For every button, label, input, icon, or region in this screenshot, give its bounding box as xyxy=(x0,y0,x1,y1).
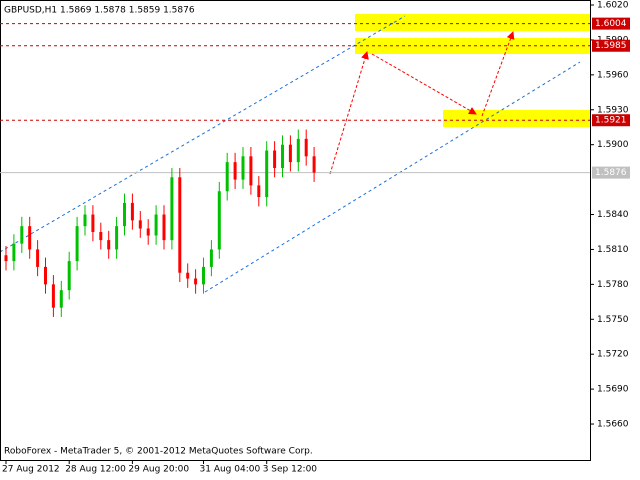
level-label-box xyxy=(592,114,630,127)
level-label: 1.5921 xyxy=(595,116,627,126)
forecast-arrow xyxy=(371,53,477,115)
candle-body xyxy=(51,284,55,308)
candle-body xyxy=(225,162,229,192)
candle-body xyxy=(4,255,8,262)
candle-body xyxy=(44,266,47,285)
y-tick-label: 1.6020 xyxy=(597,1,629,11)
y-tick-label: 1.5930 xyxy=(597,105,629,115)
level-label: 1.5985 xyxy=(595,41,627,51)
candle-body xyxy=(304,138,308,157)
candle-body xyxy=(202,266,205,285)
x-tick-label: 29 Aug 20:00 xyxy=(128,465,189,475)
candle-body xyxy=(59,290,63,308)
candle-body xyxy=(281,144,284,168)
footer: RoboForex - MetaTrader 5, © 2001-2012 Me… xyxy=(4,447,313,457)
y-tick-label: 1.5750 xyxy=(597,315,629,325)
candle-body xyxy=(115,226,119,250)
y-tick-label: 1.5900 xyxy=(597,140,629,150)
level-label-box xyxy=(592,39,630,52)
candle-body xyxy=(194,278,198,285)
y-tick-label: 1.5780 xyxy=(597,280,629,290)
current-price-label: 1.5876 xyxy=(595,168,627,178)
forecast-arrow xyxy=(329,51,369,175)
candle-body xyxy=(265,150,269,198)
candle-body xyxy=(75,226,79,262)
plot-frame xyxy=(0,0,591,461)
candle-body xyxy=(138,220,142,229)
y-tick-label: 1.5840 xyxy=(597,210,629,220)
candle-body xyxy=(162,214,166,241)
candle-body xyxy=(241,156,245,180)
x-tick-label: 31 Aug 04:00 xyxy=(200,465,261,475)
candle-body xyxy=(146,228,150,236)
channel-line xyxy=(0,15,406,253)
candle-body xyxy=(28,226,32,250)
y-tick-label: 1.5690 xyxy=(597,385,629,395)
candle-body xyxy=(209,249,213,267)
candle-body xyxy=(154,214,158,236)
x-tick-label: 3 Sep 12:00 xyxy=(263,465,318,475)
candle-body xyxy=(273,150,277,168)
candle-body xyxy=(107,240,111,250)
chart-title: GBPUSD,H1 1.5869 1.5878 1.5859 1.5876 xyxy=(4,6,195,16)
level-label-box xyxy=(592,17,630,30)
y-tick-label: 1.5720 xyxy=(597,350,629,360)
candle-body xyxy=(233,162,237,180)
current-price-box xyxy=(592,166,630,179)
target-zone xyxy=(355,14,590,31)
candle-body xyxy=(296,138,300,163)
candle-body xyxy=(178,177,182,273)
candle-body xyxy=(36,249,40,267)
candle-body xyxy=(83,214,87,227)
candle-body xyxy=(91,214,95,232)
y-tick-label: 1.5660 xyxy=(597,420,629,430)
y-tick-label: 1.5810 xyxy=(597,245,629,255)
target-zone xyxy=(443,110,590,127)
candle-body xyxy=(249,156,253,186)
candle-body xyxy=(67,261,71,291)
candle-body xyxy=(288,144,292,163)
candle-body xyxy=(20,226,24,244)
channel-line xyxy=(204,61,581,293)
candle-body xyxy=(170,177,174,241)
candle-body xyxy=(12,243,16,262)
candle-body xyxy=(99,231,103,241)
x-tick-label: 27 Aug 2012 xyxy=(2,465,60,475)
candle-body xyxy=(186,272,190,279)
x-tick-label: 28 Aug 12:00 xyxy=(65,465,126,475)
y-tick-label: 1.5960 xyxy=(597,70,629,80)
candle-body xyxy=(123,202,126,227)
candle-body xyxy=(130,202,134,221)
candle-body xyxy=(312,156,316,173)
candle-body xyxy=(257,185,261,198)
target-zone xyxy=(355,38,590,54)
candle-body xyxy=(217,191,221,250)
level-label: 1.6004 xyxy=(595,19,627,29)
